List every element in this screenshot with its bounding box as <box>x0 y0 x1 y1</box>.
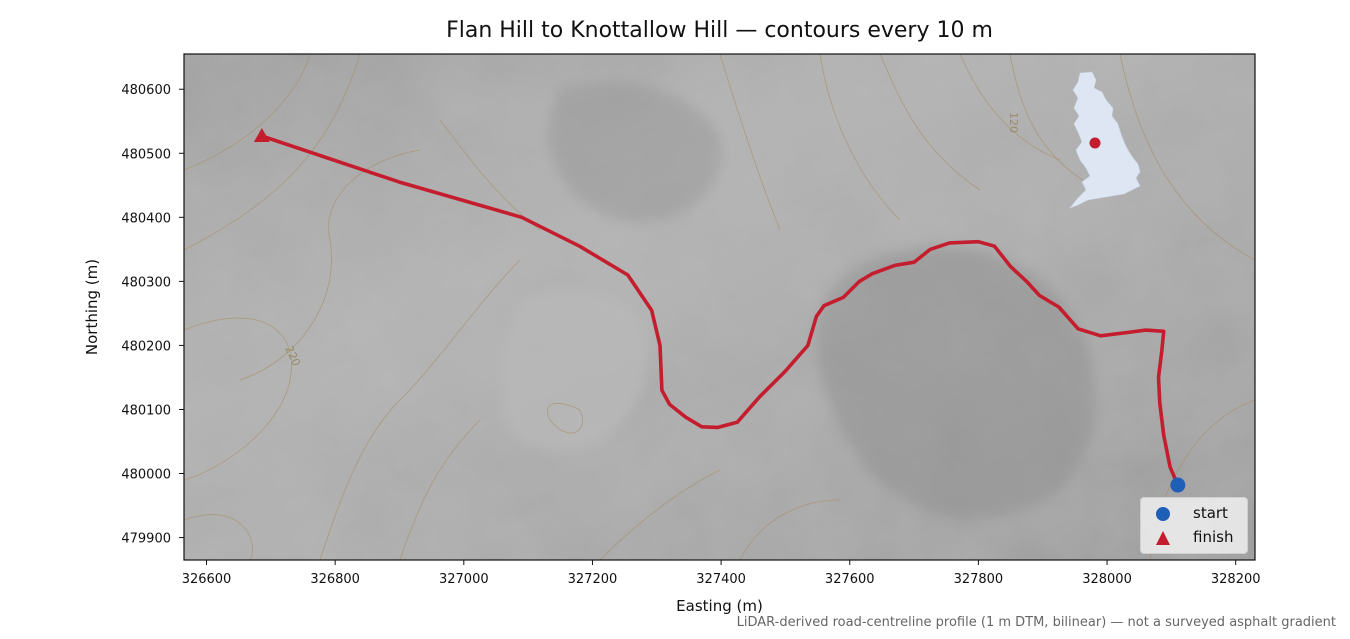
x-tick-label: 327200 <box>568 572 618 587</box>
axes-frame <box>183 53 1256 561</box>
x-tick-label: 327400 <box>696 572 746 587</box>
x-tick-label: 328000 <box>1082 572 1132 587</box>
x-tick-label: 327600 <box>825 572 875 587</box>
finish-marker <box>253 127 270 142</box>
inset-location-dot <box>1089 137 1101 149</box>
legend-label-finish: finish <box>1193 528 1234 546</box>
inset-locator-map <box>1069 71 1141 209</box>
y-axis-label: Northing (m) <box>83 258 101 356</box>
legend-item-finish: finish <box>1141 526 1247 548</box>
legend-item-start: start <box>1141 502 1247 524</box>
legend: start finish <box>1140 497 1248 554</box>
y-tick-label: 480500 <box>121 147 171 162</box>
start-marker <box>1170 477 1186 493</box>
contour-lines <box>184 54 1255 560</box>
contour-label: 120 <box>1007 112 1020 133</box>
x-tick-label: 326800 <box>310 572 360 587</box>
map-title: Flan Hill to Knottallow Hill — contours … <box>446 18 993 43</box>
x-axis-label: Easting (m) <box>676 597 763 615</box>
hillshade-layer <box>184 54 1255 560</box>
x-axis: 326600 326800 327000 327200 327400 327600 3278… <box>182 560 1261 587</box>
start-icon <box>1156 507 1170 521</box>
y-tick-label: 480200 <box>121 339 171 354</box>
x-tick-label: 327000 <box>439 572 489 587</box>
great-britain-outline <box>1069 71 1141 209</box>
y-tick-label: 480100 <box>121 403 171 418</box>
x-tick-label: 326600 <box>182 572 232 587</box>
y-axis: 479900 480000 480100 480200 480300 480400 4805… <box>121 83 184 547</box>
y-tick-label: 480000 <box>121 468 171 483</box>
y-tick-label: 480600 <box>121 83 171 98</box>
finish-icon <box>1156 531 1170 545</box>
y-tick-label: 479900 <box>121 532 171 547</box>
data-credit: LiDAR-derived road-centreline profile (1… <box>736 615 1336 630</box>
route-line <box>259 134 1180 487</box>
y-tick-label: 480400 <box>121 211 171 226</box>
x-tick-label: 328200 <box>1211 572 1261 587</box>
x-tick-label: 327800 <box>954 572 1004 587</box>
y-tick-label: 480300 <box>121 275 171 290</box>
legend-label-start: start <box>1193 504 1228 522</box>
